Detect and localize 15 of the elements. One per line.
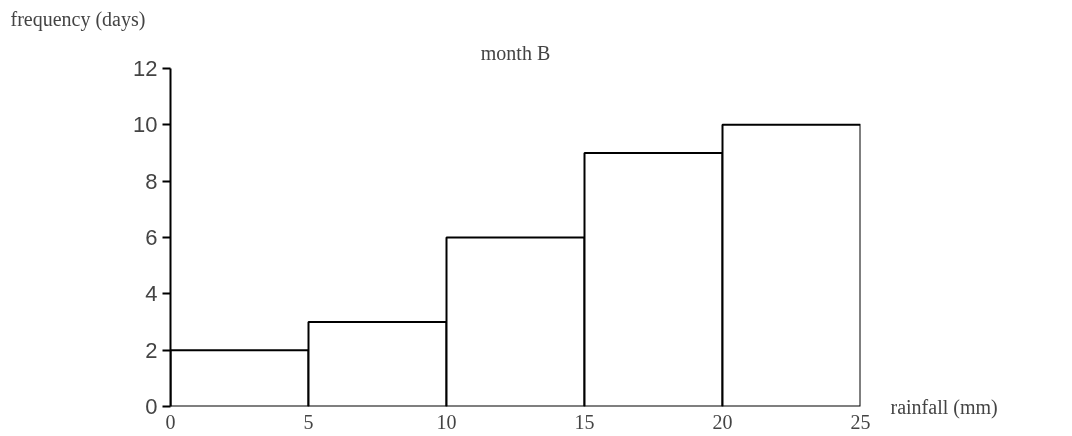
x-tick-label: 15 [574, 410, 595, 433]
y-tick-label: 4 [145, 281, 158, 307]
y-tick-label: 8 [145, 168, 158, 194]
y-tick-label: 2 [145, 337, 158, 363]
x-axis-title: rainfall (mm) [890, 395, 998, 419]
chart-title: month B [480, 41, 551, 64]
y-tick-label: 10 [133, 112, 158, 138]
x-tick-label: 0 [165, 410, 176, 433]
x-tick-label: 20 [712, 410, 733, 433]
x-tick-label: 10 [436, 410, 457, 433]
y-tick-label: 12 [133, 56, 158, 81]
x-tick-label: 25 [850, 410, 871, 433]
y-tick-label: 6 [145, 225, 158, 250]
y-axis-title: frequency (days) [10, 7, 146, 31]
x-tick-label: 5 [303, 410, 314, 433]
